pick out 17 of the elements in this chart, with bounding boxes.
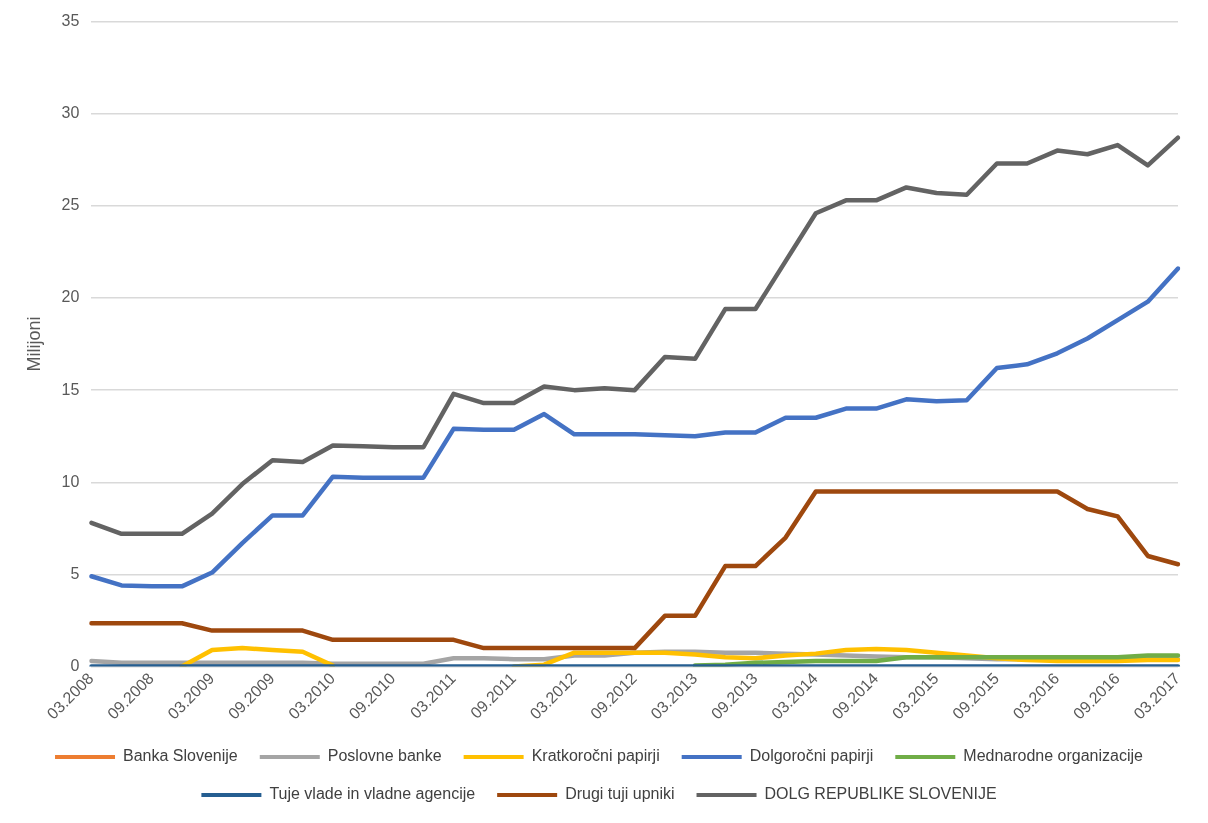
- y-tick-label: 35: [61, 12, 80, 30]
- legend-label: Mednarodne organizacije: [963, 747, 1144, 765]
- y-axis-title: Milijoni: [23, 316, 44, 372]
- y-tick-label: 5: [70, 564, 80, 582]
- legend-label: DOLG REPUBLIKE SLOVENIJE: [764, 785, 997, 803]
- y-tick-label: 15: [61, 380, 80, 398]
- legend-label: Dolgoročni papirji: [749, 747, 874, 765]
- legend-label: Drugi tuji upniki: [565, 785, 675, 803]
- y-tick-label: 25: [61, 196, 80, 214]
- legend-label: Poslovne banke: [327, 747, 442, 765]
- y-tick-label: 0: [70, 656, 80, 674]
- y-tick-label: 30: [61, 104, 80, 122]
- y-tick-label: 10: [61, 472, 80, 490]
- legend-label: Banka Slovenije: [123, 747, 238, 765]
- legend-label: Kratkoročni papirji: [531, 747, 660, 765]
- y-tick-label: 20: [61, 288, 80, 306]
- legend-label: Tuje vlade in vladne agencije: [269, 785, 476, 803]
